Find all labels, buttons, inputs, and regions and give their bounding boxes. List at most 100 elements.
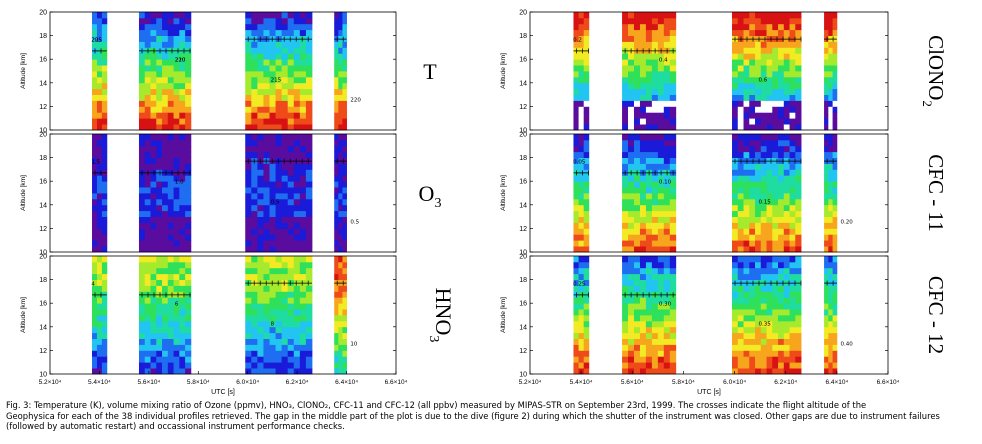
contour-cell: [173, 303, 180, 310]
contour-cell: [338, 118, 343, 125]
contour-cell: [783, 139, 790, 147]
contour-cell: [269, 100, 276, 107]
contour-cell: [639, 228, 647, 235]
contour-cell: [305, 350, 313, 357]
contour-cell: [299, 297, 307, 304]
contour-cell: [760, 112, 767, 119]
contour-cell: [251, 256, 258, 263]
contour-cell: [162, 112, 169, 119]
contour-cell: [663, 82, 671, 90]
contour-cell: [651, 12, 659, 19]
contour-cell: [651, 139, 659, 147]
contour-cell: [737, 106, 744, 113]
contour-cell: [622, 332, 629, 339]
contour-cell: [305, 151, 313, 158]
contour-cell: [179, 279, 186, 286]
contour-cell: [269, 71, 276, 78]
contour-cell: [293, 309, 301, 316]
contour-cell: [657, 163, 665, 170]
contour-cell: [299, 246, 307, 253]
contour-cell: [583, 228, 590, 235]
contour-cell: [245, 23, 252, 31]
contour-cell: [185, 246, 192, 253]
contour-cell: [338, 285, 343, 292]
contour-cell: [639, 157, 647, 164]
contour-cell: [92, 261, 98, 269]
contour-cell: [749, 17, 756, 25]
contour-cell: [96, 246, 103, 253]
contour-cell: [338, 139, 343, 147]
contour-cell: [651, 76, 659, 84]
contour-cell: [245, 94, 252, 101]
contour-cell: [732, 47, 739, 54]
contour-cell: [789, 139, 796, 147]
contour-cell: [832, 315, 838, 322]
contour-cell: [828, 315, 833, 322]
contour-cell: [342, 315, 347, 322]
caption-line-2: Geophysica for each of the 38 individual…: [6, 410, 940, 421]
contour-cell: [96, 139, 103, 147]
contour-cell: [832, 47, 838, 54]
contour-cell: [755, 320, 762, 328]
contour-cell: [583, 65, 590, 72]
contour-cell: [338, 303, 343, 310]
contour-cell: [824, 320, 829, 328]
contour-cell: [245, 118, 252, 125]
contour-cell: [92, 356, 98, 363]
contour-cell: [772, 112, 779, 119]
contour-cell: [789, 163, 796, 170]
contour-cell: [281, 41, 289, 48]
contour-cell: [92, 88, 98, 95]
contour-cell: [167, 29, 174, 36]
contour-cell: [824, 210, 829, 217]
contour-cell: [760, 139, 767, 147]
contour-cell: [334, 320, 339, 328]
contour-cell: [651, 326, 659, 334]
data-segment: [334, 256, 347, 375]
contour-label: 0.5: [350, 220, 359, 226]
contour-cell: [305, 240, 313, 247]
contour-cell: [144, 338, 151, 345]
contour-cell: [101, 163, 108, 170]
contour-cell: [663, 210, 671, 217]
contour-cell: [583, 118, 590, 125]
contour-cell: [167, 82, 174, 90]
contour-cell: [92, 53, 98, 60]
contour-cell: [578, 139, 585, 147]
contour-cell: [583, 82, 590, 90]
contour-cell: [760, 12, 767, 19]
contour-cell: [633, 145, 641, 153]
contour-cell: [269, 59, 276, 66]
contour-cell: [583, 297, 590, 304]
contour-cell: [639, 303, 647, 310]
contour-cell: [156, 273, 163, 280]
contour-cell: [150, 134, 157, 141]
contour-cell: [760, 175, 767, 182]
contour-cell: [251, 12, 258, 19]
contour-cell: [338, 240, 343, 247]
contour-cell: [263, 76, 270, 84]
contour-cell: [263, 256, 270, 263]
contour-cell: [92, 82, 98, 90]
contour-cell: [173, 356, 180, 363]
contour-cell: [179, 332, 186, 339]
contour-cell: [663, 59, 671, 66]
contour-cell: [251, 94, 258, 101]
contour-cell: [269, 234, 276, 241]
contour-cell: [287, 47, 295, 54]
contour-cell: [669, 151, 677, 158]
contour-cell: [669, 362, 677, 369]
contour-cell: [737, 320, 744, 328]
contour-cell: [732, 193, 739, 200]
contour-cell: [245, 309, 252, 316]
contour-cell: [824, 175, 829, 182]
contour-cell: [663, 65, 671, 72]
contour-cell: [144, 71, 151, 78]
contour-cell: [263, 198, 270, 206]
y-tick-label: 16: [519, 301, 527, 308]
contour-cell: [156, 151, 163, 158]
contour-cell: [622, 163, 629, 170]
y-tick-label: 12: [39, 104, 47, 111]
contour-cell: [150, 151, 157, 158]
contour-cell: [162, 222, 169, 229]
